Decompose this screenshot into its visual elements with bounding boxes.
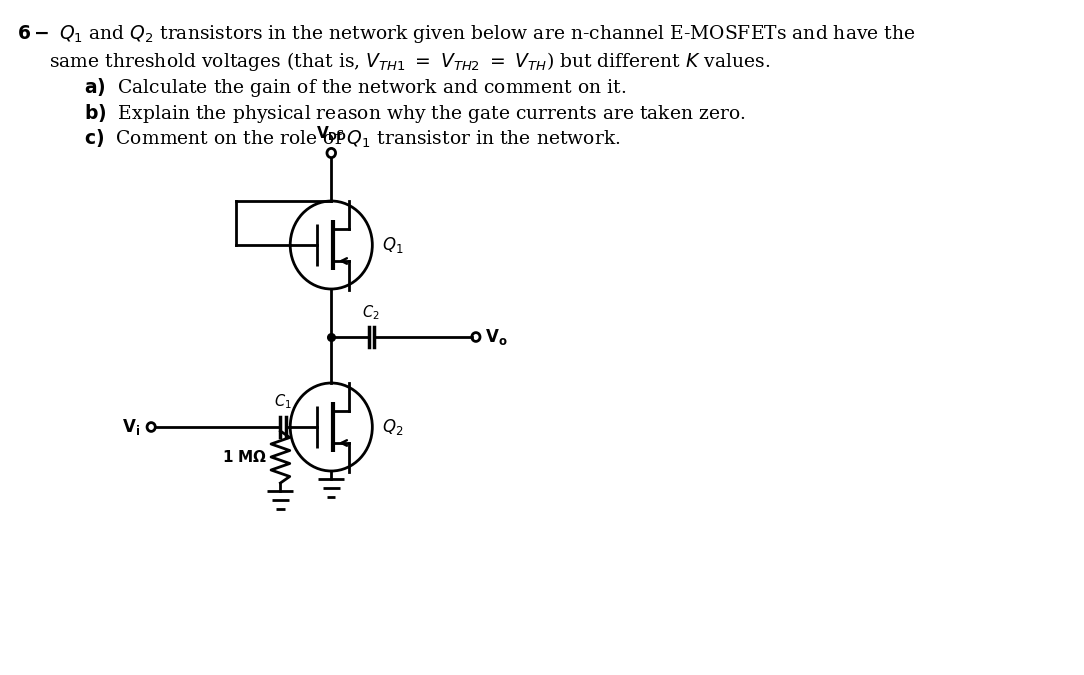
Text: $Q_2$: $Q_2$ [382, 417, 403, 437]
Text: same threshold voltages (that is, $V_{TH1}$ $=$ $V_{TH2}$ $=$ $V_{TH}$) but diff: same threshold voltages (that is, $V_{TH… [49, 50, 770, 73]
Text: $\mathbf{V_o}$: $\mathbf{V_o}$ [486, 327, 507, 347]
Text: $\mathbf{1\ M\Omega}$: $\mathbf{1\ M\Omega}$ [222, 449, 268, 465]
Text: $\mathbf{6-}$ $Q_1$ and $Q_2$ transistors in the network given below are n-chann: $\mathbf{6-}$ $Q_1$ and $Q_2$ transistor… [16, 23, 915, 45]
Text: $C_2$: $C_2$ [362, 303, 380, 322]
Text: $\mathbf{V_i}$: $\mathbf{V_i}$ [121, 417, 140, 437]
Text: $C_1$: $C_1$ [274, 392, 292, 411]
Text: $Q_1$: $Q_1$ [382, 235, 403, 255]
Text: $\mathbf{V_{DD}}$: $\mathbf{V_{DD}}$ [315, 124, 347, 143]
Text: $\mathbf{c)}$  Comment on the role of $Q_1$ transistor in the network.: $\mathbf{c)}$ Comment on the role of $Q_… [83, 128, 620, 151]
Text: $\mathbf{b)}$  Explain the physical reason why the gate currents are taken zero.: $\mathbf{b)}$ Explain the physical reaso… [83, 102, 746, 125]
Text: $\mathbf{a)}$  Calculate the gain of the network and comment on it.: $\mathbf{a)}$ Calculate the gain of the … [83, 76, 627, 99]
